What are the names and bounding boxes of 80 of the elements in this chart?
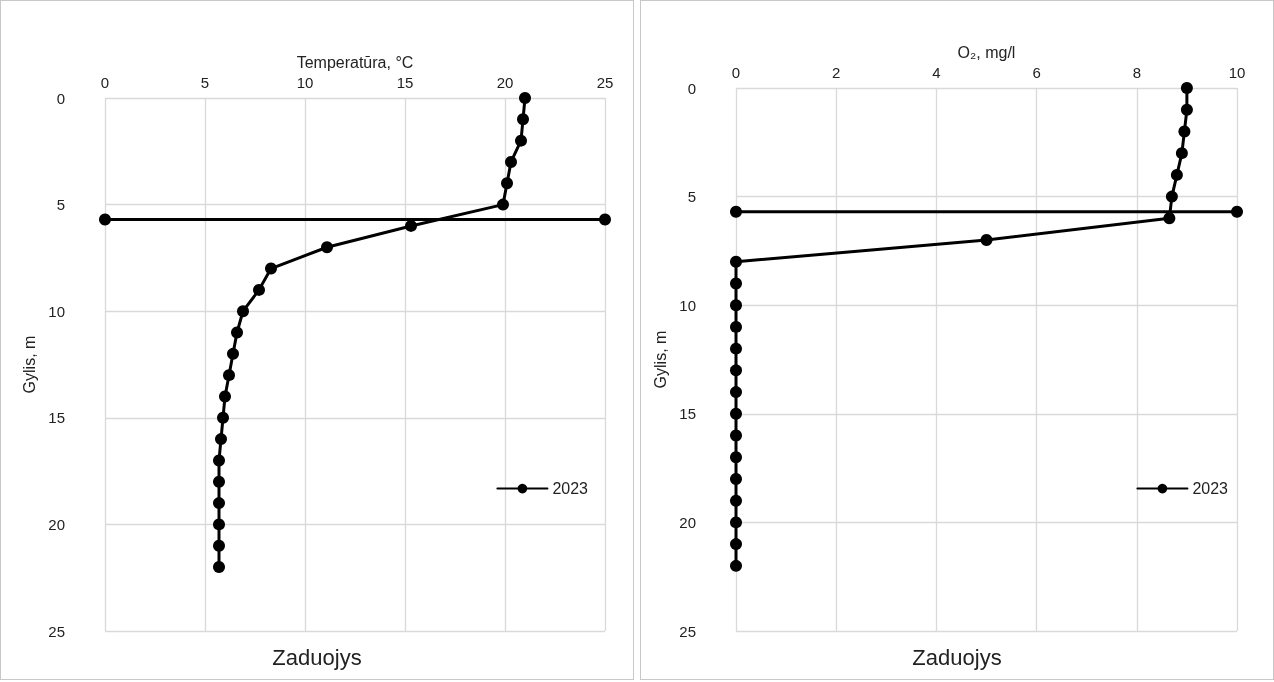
point [1165, 190, 1178, 203]
x-tick-label: 0 [100, 74, 110, 91]
point [1178, 125, 1191, 138]
point [730, 559, 742, 572]
legend-label: 2023 [1192, 480, 1229, 498]
x-tick-label: 15 [396, 74, 414, 91]
point [730, 407, 742, 420]
point [99, 213, 111, 226]
point [730, 205, 742, 218]
y-tick-label: 0 [56, 89, 65, 107]
point [237, 305, 249, 318]
x-tick-label: 8 [1132, 64, 1141, 81]
legend-label: 2023 [552, 480, 589, 498]
x-tick-label: 4 [932, 64, 941, 81]
point [227, 347, 239, 360]
point [505, 155, 517, 168]
point [501, 177, 513, 190]
x-tick-label: 0 [731, 64, 741, 81]
y-axis-title: Gylis, m [20, 335, 38, 394]
point [730, 538, 742, 551]
point [730, 429, 742, 442]
point [1231, 205, 1243, 218]
point [1175, 147, 1188, 160]
point [730, 255, 742, 268]
y-tick-label: 15 [48, 409, 65, 427]
point [599, 213, 611, 226]
point [730, 277, 742, 290]
x-tick-label: 2 [832, 64, 841, 81]
x-axis-title: Temperatūra, °C [296, 53, 414, 71]
x-axis-title: O₂, mg/l [957, 43, 1016, 61]
y-tick-label: 25 [679, 622, 696, 640]
point [730, 516, 742, 529]
point [517, 113, 529, 126]
point [215, 433, 227, 446]
point [321, 241, 333, 254]
point [730, 299, 742, 312]
text: Zaduojys [912, 644, 1002, 670]
y-axis-title: Gylis, m [651, 330, 669, 389]
point [1170, 168, 1183, 181]
point [730, 386, 742, 399]
point [253, 283, 265, 296]
point [213, 539, 225, 552]
y-tick-label: 10 [48, 302, 65, 320]
y-tick-label: 5 [687, 188, 696, 206]
x-tick-label: 20 [496, 74, 514, 91]
point [265, 262, 277, 275]
point [730, 342, 742, 355]
point [519, 92, 531, 104]
x-tick-label: 10 [296, 74, 314, 91]
y-tick-label: 20 [48, 515, 65, 533]
point [730, 472, 742, 485]
point [730, 494, 742, 507]
point [213, 454, 225, 467]
point [497, 198, 509, 211]
point [213, 475, 225, 488]
point [223, 369, 235, 382]
point [1180, 103, 1193, 116]
x-tick-label: 6 [1032, 64, 1041, 81]
y-tick-label: 10 [679, 296, 696, 314]
point [730, 451, 742, 464]
point [231, 326, 243, 339]
point [1180, 82, 1193, 94]
point [213, 497, 225, 510]
y-tick-label: 25 [48, 622, 65, 640]
point [980, 234, 993, 247]
y-tick-label: 15 [679, 405, 696, 423]
text: Zaduojys [272, 644, 362, 670]
point [219, 390, 231, 403]
y-tick-label: 5 [56, 196, 65, 214]
point [213, 561, 225, 574]
point [1163, 212, 1176, 225]
point [217, 411, 229, 424]
x-tick-label: 25 [596, 74, 614, 91]
x-tick-label: 10 [1228, 64, 1246, 81]
point [730, 364, 742, 377]
point [515, 134, 527, 147]
x-tick-label: 5 [200, 74, 210, 91]
y-tick-label: 20 [679, 513, 696, 531]
point [213, 518, 225, 531]
point [730, 320, 742, 333]
